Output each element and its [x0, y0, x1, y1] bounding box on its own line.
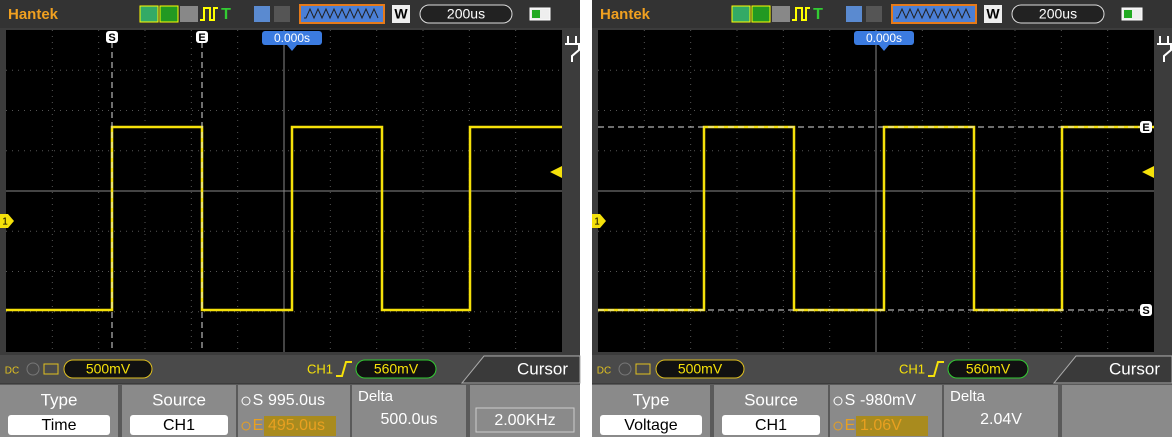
cursor-marker-label: S — [108, 32, 115, 44]
menu-value: Voltage — [624, 417, 677, 434]
brand: Hantek — [600, 6, 651, 23]
icon — [732, 6, 750, 22]
cursor-value: 1.06V — [860, 417, 902, 434]
coupling: DC — [5, 366, 19, 377]
trigger-icon: T — [221, 6, 231, 23]
menu-label: Source — [744, 390, 798, 409]
menu-cell — [1062, 385, 1172, 437]
icon — [846, 6, 862, 22]
trigger-source: CH1 — [899, 361, 925, 376]
zoom-mode: W — [986, 6, 1000, 22]
timebase: 200us — [447, 6, 485, 22]
timebase: 200us — [1039, 6, 1077, 22]
menu-value: CH1 — [163, 417, 195, 434]
mode: Cursor — [517, 359, 568, 378]
cursor-value: 495.0us — [268, 417, 325, 434]
cursor-marker-label: E — [1142, 122, 1149, 134]
menu-label: Source — [152, 390, 206, 409]
coupling: DC — [597, 366, 611, 377]
delta-label: Delta — [358, 388, 394, 405]
channel-scale: 500mV — [678, 361, 723, 377]
cursor-value: 995.0us — [268, 392, 325, 409]
trigger-position: 0.000s — [274, 31, 310, 45]
cursor-name: E — [253, 417, 264, 434]
cursor-name: S — [845, 392, 856, 409]
menu-label: Type — [41, 390, 78, 409]
icon — [140, 6, 158, 22]
icon — [160, 6, 178, 22]
brand: Hantek — [8, 6, 59, 23]
oscilloscope-screens: HantekTW200usSE0.000s1DC500mVCH1560mVCur… — [0, 0, 1172, 437]
page: HantekTW200usSE0.000s1DC500mVCH1560mVCur… — [0, 0, 1172, 437]
cursor-name: E — [845, 417, 856, 434]
trigger-level: 560mV — [374, 361, 419, 377]
trigger-icon: T — [813, 6, 823, 23]
channel-marker: 1 — [2, 217, 8, 228]
cursor-marker-label: S — [1142, 305, 1149, 317]
icon — [274, 6, 290, 22]
cursor-name: S — [253, 392, 264, 409]
trigger-position: 0.000s — [866, 31, 902, 45]
trigger-level: 560mV — [966, 361, 1011, 377]
delta-value: 500.0us — [381, 411, 438, 428]
icon — [254, 6, 270, 22]
zoom-mode: W — [394, 6, 408, 22]
frequency: 2.00KHz — [494, 412, 555, 429]
battery-level — [1124, 10, 1132, 18]
menu-label: Type — [633, 390, 670, 409]
trigger-source: CH1 — [307, 361, 333, 376]
cursor-value: -980mV — [860, 392, 916, 409]
menu-value: Time — [42, 417, 77, 434]
mode: Cursor — [1109, 359, 1160, 378]
icon — [752, 6, 770, 22]
channel-scale: 500mV — [86, 361, 131, 377]
icon — [866, 6, 882, 22]
delta-value: 2.04V — [980, 411, 1022, 428]
icon — [772, 6, 790, 22]
menu-value: CH1 — [755, 417, 787, 434]
icon — [180, 6, 198, 22]
delta-label: Delta — [950, 388, 986, 405]
cursor-marker-label: E — [198, 32, 205, 44]
battery-level — [532, 10, 540, 18]
channel-marker: 1 — [594, 217, 600, 228]
